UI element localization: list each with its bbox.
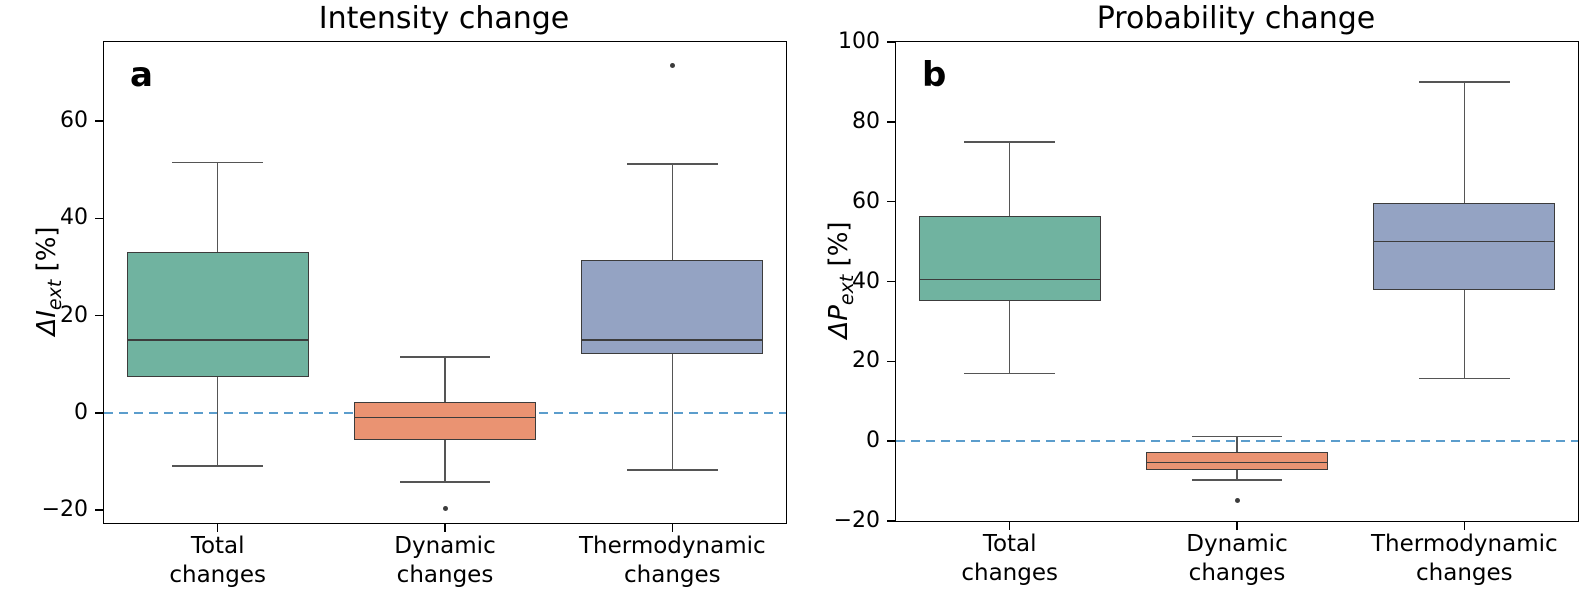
outlier-point-dynamic-changes <box>1234 497 1240 503</box>
y-axis-tick <box>887 360 895 363</box>
x-axis-tick <box>1463 522 1466 530</box>
whisker-lower-dynamic-changes <box>1236 470 1238 481</box>
median-total-changes <box>918 278 1101 281</box>
whisker-lower-thermodynamic-changes <box>671 354 674 471</box>
y-axis-tick-label: 40 <box>852 268 880 294</box>
y-axis-tick <box>887 440 895 442</box>
category-label-line1: Dynamic <box>394 533 496 559</box>
panel-a-letter: a <box>130 55 153 95</box>
box-thermodynamic-changes <box>581 259 764 355</box>
whisker-upper-total-changes <box>1008 141 1011 217</box>
x-axis-category-label: Thermodynamic changes <box>1314 530 1588 588</box>
x-axis-category-label: Total changes <box>860 530 1160 588</box>
panel-b-title: Probability change <box>1096 1 1376 36</box>
median-thermodynamic-changes <box>581 339 764 341</box>
whisker-upper-total-changes <box>216 162 219 253</box>
delta-symbol: Δ <box>824 320 854 339</box>
y-axis-tick <box>95 120 103 122</box>
category-label-line2: changes <box>169 562 266 588</box>
panel-b-letter: b <box>922 55 947 95</box>
whisker-cap-upper-total-changes <box>964 140 1056 143</box>
box-total-changes <box>918 216 1101 302</box>
whisker-cap-upper-total-changes <box>172 161 264 164</box>
whisker-lower-dynamic-changes <box>444 440 446 483</box>
y-axis-tick-label: 100 <box>838 29 880 54</box>
x-axis-category-label: Dynamic changes <box>295 532 595 590</box>
whisker-cap-lower-dynamic-changes <box>399 481 491 483</box>
quantity-symbol: P <box>824 305 854 321</box>
y-axis-tick <box>887 200 895 203</box>
y-axis-tick <box>887 121 895 123</box>
y-axis-tick <box>95 217 103 220</box>
x-axis-tick <box>1236 522 1238 530</box>
outlier-point-dynamic-changes <box>442 506 448 512</box>
whisker-cap-lower-dynamic-changes <box>1191 479 1283 482</box>
category-label-line1: Total <box>982 531 1037 557</box>
y-axis-tick-label: 80 <box>852 108 880 134</box>
y-axis-tick-label: 0 <box>866 428 880 454</box>
y-axis-tick <box>887 41 895 43</box>
category-label-line2: changes <box>624 562 721 588</box>
whisker-cap-upper-thermodynamic-changes <box>1418 81 1510 83</box>
y-axis-tick-label: 0 <box>74 399 88 425</box>
whisker-upper-thermodynamic-changes <box>1463 81 1466 204</box>
box-dynamic-changes <box>354 401 536 441</box>
whisker-upper-dynamic-changes <box>444 356 446 402</box>
median-dynamic-changes <box>1146 461 1328 464</box>
y-axis-tick-label: 60 <box>60 108 88 134</box>
panel-a-y-axis-label: ΔIext [%] <box>27 121 67 441</box>
y-axis-tick-label: 20 <box>60 302 88 328</box>
whisker-lower-total-changes <box>1008 301 1011 374</box>
y-axis-tick <box>887 520 895 522</box>
x-axis-tick <box>671 524 674 532</box>
whisker-upper-thermodynamic-changes <box>671 163 674 260</box>
category-label-line2: changes <box>1188 560 1286 586</box>
whisker-cap-upper-thermodynamic-changes <box>626 163 718 165</box>
x-axis-category-label: Dynamic changes <box>1087 530 1387 588</box>
category-label-line2: changes <box>961 560 1058 586</box>
y-axis-tick-label: 20 <box>852 348 880 374</box>
category-label-line1: Thermodynamic <box>579 533 766 559</box>
y-axis-tick-label: −20 <box>833 508 880 533</box>
whisker-lower-total-changes <box>216 377 219 467</box>
panel-b-axes: b 100 80 60 40 20 0 −20 Total changes Dynamic chan… <box>834 29 1579 586</box>
median-dynamic-changes <box>354 416 536 419</box>
whisker-cap-lower-thermodynamic-changes <box>1418 377 1510 380</box>
y-axis-tick <box>95 509 103 511</box>
y-axis-tick <box>95 314 103 317</box>
box-dynamic-changes <box>1146 451 1328 471</box>
y-axis-tick-label: 40 <box>60 205 88 231</box>
unit-label: [%] <box>32 226 62 280</box>
whisker-upper-dynamic-changes <box>1236 436 1238 452</box>
category-label-line1: Dynamic <box>1186 531 1288 557</box>
category-label-line1: Thermodynamic <box>1371 531 1558 557</box>
whisker-cap-lower-thermodynamic-changes <box>626 469 718 471</box>
box-total-changes <box>126 252 309 378</box>
x-axis-category-label: Thermodynamic changes <box>522 532 822 590</box>
panel-a-axes: a 60 40 20 0 −20 Total changes Dynamic changes Th… <box>42 41 787 588</box>
whisker-lower-thermodynamic-changes <box>1463 290 1466 379</box>
median-thermodynamic-changes <box>1373 240 1556 243</box>
panel-a-title: Intensity change <box>318 1 570 36</box>
whisker-cap-lower-total-changes <box>172 465 264 467</box>
whisker-cap-lower-total-changes <box>964 372 1056 375</box>
x-axis-tick <box>444 524 446 532</box>
y-axis-tick-label: −20 <box>41 496 88 522</box>
whisker-cap-upper-dynamic-changes <box>399 356 491 358</box>
category-label-line2: changes <box>1416 560 1513 586</box>
x-axis-tick <box>216 524 219 532</box>
category-label-line2: changes <box>396 562 494 588</box>
y-axis-tick <box>95 411 103 414</box>
category-label-line1: Total <box>190 533 245 559</box>
y-axis-tick-label: 60 <box>852 188 880 214</box>
whisker-cap-upper-dynamic-changes <box>1191 435 1283 438</box>
x-axis-category-label: Total changes <box>68 532 368 590</box>
x-axis-tick <box>1008 522 1011 530</box>
unit-label: [%] <box>824 221 854 275</box>
outlier-point-thermodynamic-changes <box>669 62 675 68</box>
median-total-changes <box>126 339 309 341</box>
box-thermodynamic-changes <box>1373 203 1556 291</box>
y-axis-tick <box>887 280 895 283</box>
